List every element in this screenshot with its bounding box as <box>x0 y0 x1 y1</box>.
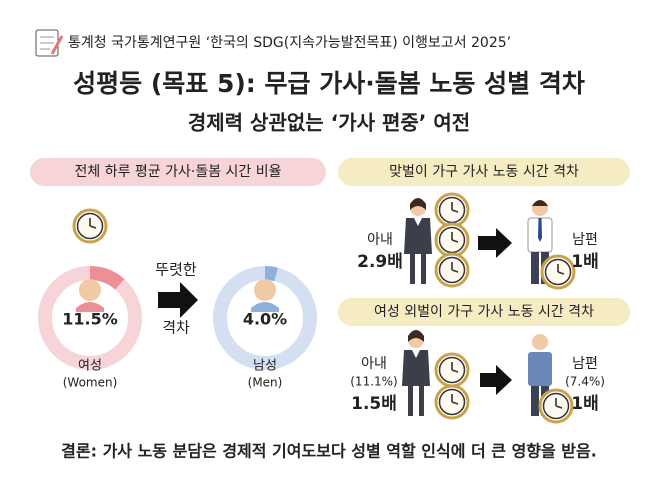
woman-figure <box>402 330 430 416</box>
arrow <box>158 282 198 318</box>
group-english: (Women) <box>63 376 118 390</box>
woman-icon <box>76 302 104 312</box>
husband-ratio: 1배 <box>571 252 598 272</box>
clock-icon <box>72 208 108 244</box>
group-name: 남성 <box>253 359 277 374</box>
clock-icon <box>434 384 470 420</box>
title: 성평등 (목표 5): 무급 가사·돌봄 노동 성별 격차 <box>73 69 585 98</box>
gap-text: 뚜렷한 <box>155 261 197 279</box>
source: 통계청 국가통계연구원 ‘한국의 SDG(지속가능발전목표) 이행보고서 202… <box>68 35 511 51</box>
man-icon <box>254 279 276 301</box>
clock-icon <box>538 388 574 424</box>
husband-ratio: 1배 <box>571 394 598 414</box>
wife-label: 아내 <box>367 232 393 248</box>
panel-title: 여성 외벌이 가구 가사 노동 시간 격차 <box>374 304 594 320</box>
conclusion: 결론: 가사 노동 분담은 경제적 기여도보다 성별 역할 인식에 더 큰 영향… <box>61 442 597 461</box>
clock-icon <box>434 222 470 258</box>
wife-ratio: 2.9배 <box>357 252 403 272</box>
panel-pill <box>30 158 326 186</box>
clock-icon <box>434 192 470 228</box>
woman-icon <box>79 279 101 301</box>
value-label: 4.0% <box>243 310 287 329</box>
group-english: (Men) <box>248 376 283 390</box>
subtitle: 경제력 상관없는 ‘가사 편중’ 여전 <box>188 111 470 135</box>
value-label: 11.5% <box>62 310 118 329</box>
wife-ratio: 1.5배 <box>351 394 397 414</box>
arrow <box>480 365 512 395</box>
donut-arc <box>38 266 142 370</box>
clock-icon <box>434 352 470 388</box>
panel-title: 전체 하루 평균 가사·돌봄 시간 비율 <box>74 164 281 180</box>
wife-share: (11.1%) <box>350 375 397 389</box>
doc-icon <box>35 29 64 57</box>
panel-pill <box>338 298 630 326</box>
man-icon <box>251 302 279 312</box>
panel-title: 맞벌이 가구 가사 노동 시간 격차 <box>389 164 579 180</box>
arrow <box>478 228 512 258</box>
husband-label: 남편 <box>572 232 598 248</box>
wife-label: 아내 <box>361 356 387 372</box>
group-name: 여성 <box>78 359 102 374</box>
clock-icon <box>540 254 576 290</box>
panel-pill <box>338 158 630 186</box>
gap-text: 격차 <box>162 319 190 337</box>
donut-arc <box>213 266 317 370</box>
woman-figure <box>404 198 432 284</box>
husband-share: (7.4%) <box>565 375 605 389</box>
clock-icon <box>434 252 470 288</box>
husband-label: 남편 <box>572 356 598 372</box>
